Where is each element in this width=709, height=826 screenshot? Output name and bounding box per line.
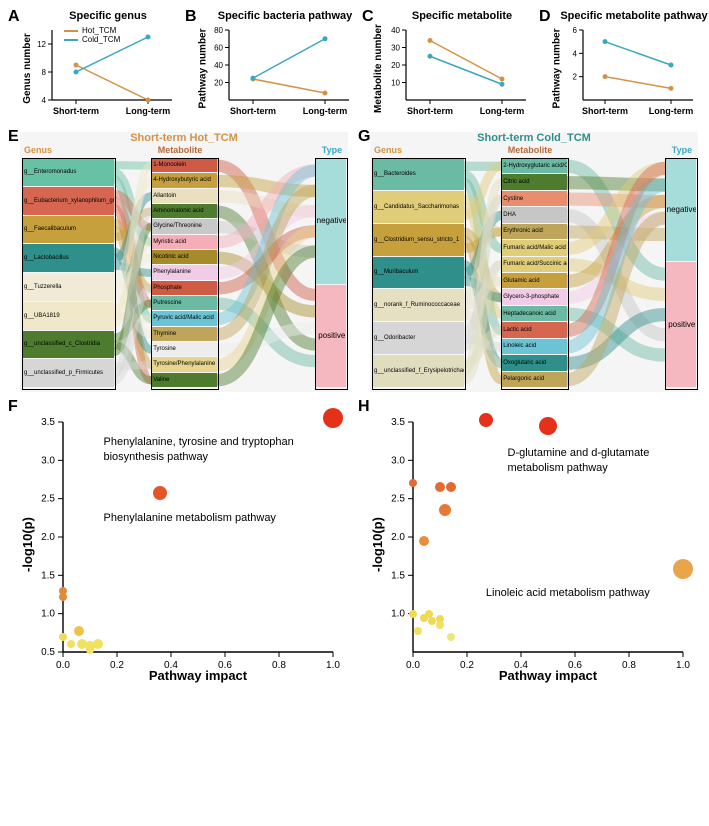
line-chart-c: 10203040Short-termLong-term xyxy=(406,30,526,100)
bubble xyxy=(436,621,444,629)
svg-text:Long-term: Long-term xyxy=(480,106,525,116)
y-axis-label: Pathway number xyxy=(198,28,209,108)
svg-text:Short-term: Short-term xyxy=(230,106,276,116)
svg-text:10: 10 xyxy=(391,79,400,88)
svg-text:2: 2 xyxy=(573,73,578,82)
y-axis-label: Metabolite number xyxy=(373,24,384,113)
svg-text:4: 4 xyxy=(42,96,47,105)
svg-text:20: 20 xyxy=(214,79,223,88)
bubble xyxy=(435,482,445,492)
svg-text:20: 20 xyxy=(391,61,400,70)
panel-title: Specific genus xyxy=(48,10,168,22)
svg-text:40: 40 xyxy=(214,61,223,70)
bubble xyxy=(409,479,417,487)
svg-text:Long-term: Long-term xyxy=(126,106,171,116)
bubble xyxy=(409,610,417,618)
panel-f: F -log10(p) 0.00.20.40.60.81.00.51.01.52… xyxy=(8,402,348,692)
x-axis-label: Pathway impact xyxy=(413,668,683,683)
panel-title: Specific bacteria pathway xyxy=(215,10,355,22)
bubble xyxy=(419,536,429,546)
panel-title: Specific metabolite xyxy=(397,10,527,22)
bubble xyxy=(414,627,422,635)
bubble xyxy=(673,559,693,579)
panel-label: A xyxy=(8,8,20,26)
svg-text:1.0: 1.0 xyxy=(391,609,405,620)
bubble xyxy=(439,504,451,516)
y-axis-label: -log10(p) xyxy=(370,517,385,572)
svg-text:80: 80 xyxy=(214,26,223,35)
panel-label: G xyxy=(358,128,370,146)
line-chart-d: 246Short-termLong-term xyxy=(583,30,693,100)
panel-b: B Specific bacteria pathway Pathway numb… xyxy=(185,8,362,128)
svg-text:1.5: 1.5 xyxy=(391,570,405,581)
svg-text:1.0: 1.0 xyxy=(41,609,55,620)
svg-text:6: 6 xyxy=(573,26,578,35)
svg-text:0.5: 0.5 xyxy=(41,647,55,658)
bubble xyxy=(539,417,557,435)
svg-text:12: 12 xyxy=(37,40,46,49)
svg-text:3.0: 3.0 xyxy=(41,455,55,466)
y-axis-label: Genus number xyxy=(22,33,33,104)
panel-label: F xyxy=(8,398,18,416)
bubble xyxy=(86,646,94,654)
x-axis-label: Pathway impact xyxy=(63,668,333,683)
svg-text:Short-term: Short-term xyxy=(53,106,99,116)
svg-text:4: 4 xyxy=(573,49,578,58)
panel-label: C xyxy=(362,8,374,26)
svg-text:2.5: 2.5 xyxy=(391,494,405,505)
panel-a: A Specific genus Genus number 4 8 12 Short-… xyxy=(8,8,185,128)
svg-text:3.5: 3.5 xyxy=(41,417,55,428)
svg-text:2.5: 2.5 xyxy=(41,494,55,505)
svg-text:Long-term: Long-term xyxy=(649,106,694,116)
legend-hot: Hot_TCM xyxy=(64,26,120,35)
panel-c: C Specific metabolite Metabolite number … xyxy=(362,8,539,128)
panel-h: H -log10(p) 0.00.20.40.60.81.01.01.52.02… xyxy=(358,402,698,692)
bubble xyxy=(93,639,103,649)
panel-g: G Short-term Cold_TCMGenusMetaboliteType… xyxy=(358,132,698,392)
bubble xyxy=(446,482,456,492)
svg-text:3.0: 3.0 xyxy=(391,455,405,466)
svg-text:2.0: 2.0 xyxy=(41,532,55,543)
panel-label: H xyxy=(358,398,370,416)
panel-title: Specific metabolite pathway xyxy=(559,10,709,22)
panel-d: D Specific metabolite pathway Pathway nu… xyxy=(539,8,701,128)
svg-text:Short-term: Short-term xyxy=(407,106,453,116)
bubble xyxy=(479,413,493,427)
bubble xyxy=(59,633,67,641)
sankey-g: Short-term Cold_TCMGenusMetaboliteTypeg_… xyxy=(370,132,698,392)
bubble xyxy=(67,640,75,648)
panel-label: B xyxy=(185,8,197,26)
legend-cold: Cold_TCM xyxy=(64,35,120,44)
panel-e: E Short-term Hot_TCMGenusMetaboliteTypeg… xyxy=(8,132,348,392)
svg-text:60: 60 xyxy=(214,44,223,53)
y-axis-label: Pathway number xyxy=(552,28,563,108)
bubble xyxy=(59,593,67,601)
scatter-h: 0.00.20.40.60.81.01.01.52.02.53.03.5D-gl… xyxy=(413,422,683,652)
svg-text:3.5: 3.5 xyxy=(391,417,405,428)
panel-label: D xyxy=(539,8,551,26)
bubble xyxy=(447,633,455,641)
y-axis-label: -log10(p) xyxy=(20,517,35,572)
bubble xyxy=(323,408,343,428)
scatter-f: 0.00.20.40.60.81.00.51.01.52.02.53.03.5P… xyxy=(63,422,333,652)
bubble xyxy=(74,626,84,636)
panel-label: E xyxy=(8,128,19,146)
svg-text:2.0: 2.0 xyxy=(391,532,405,543)
bubble xyxy=(420,614,428,622)
svg-text:40: 40 xyxy=(391,26,400,35)
bubble xyxy=(428,617,436,625)
svg-text:Long-term: Long-term xyxy=(303,106,348,116)
svg-text:1.5: 1.5 xyxy=(41,570,55,581)
bubble xyxy=(153,486,167,500)
line-chart-b: 20406080Short-termLong-term xyxy=(229,30,349,100)
svg-text:Short-term: Short-term xyxy=(582,106,628,116)
sankey-e: Short-term Hot_TCMGenusMetaboliteTypeg__… xyxy=(20,132,348,392)
svg-text:30: 30 xyxy=(391,44,400,53)
svg-text:8: 8 xyxy=(42,68,47,77)
